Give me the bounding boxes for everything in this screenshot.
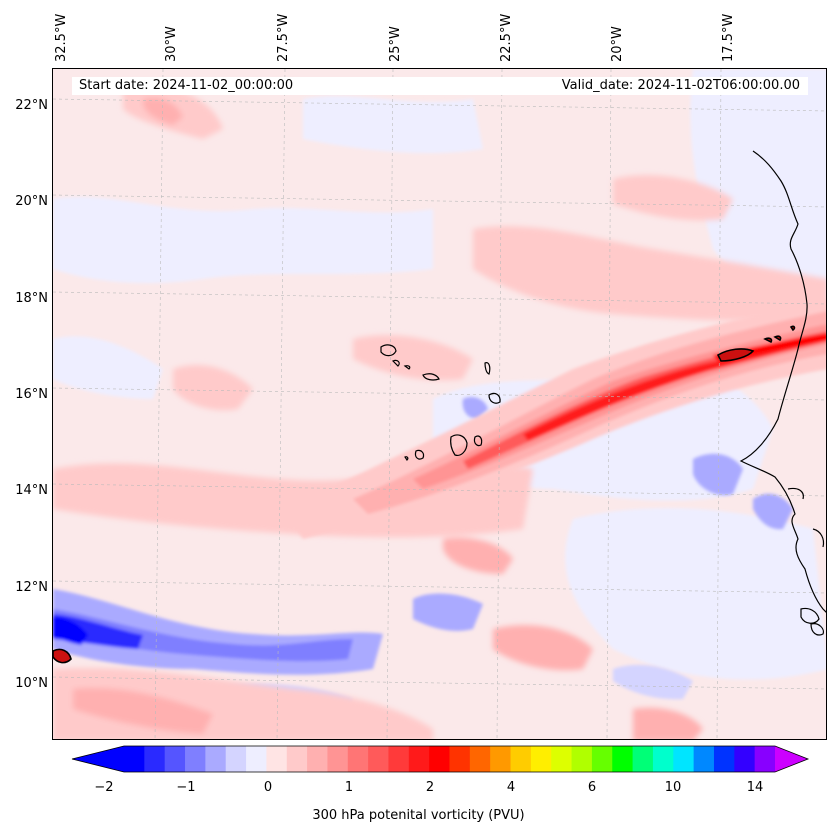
pv-map [53,69,826,739]
colorbar-segment [307,746,328,772]
colorbar-segment [734,746,756,772]
strong-pv-core [53,325,796,664]
colorbar-segment [164,746,186,772]
colorbar-segment [571,746,593,772]
lon-label-20w: 20°W [610,26,625,62]
colorbar-segment [754,746,776,772]
lat-label-16n: 16°N [15,387,48,402]
lat-label-10n: 10°N [15,676,48,691]
colorbar-tick: −2 [94,780,114,795]
colorbar-segment [490,746,512,772]
colorbar-segment [347,746,369,772]
colorbar-segment [408,746,430,772]
colorbar-segment [551,746,573,772]
lat-label-14n: 14°N [15,483,48,498]
colorbar-segment [612,746,634,772]
lon-label-27-5w: 27.5°W [276,13,291,62]
colorbar-segment [510,746,532,772]
colorbar-segment [266,746,288,772]
colorbar-segment [327,746,349,772]
colorbar-segment [469,746,491,772]
colorbar-segment [205,746,227,772]
lat-label-20n: 20°N [15,194,48,209]
colorbar-segment [388,746,410,772]
colorbar-over-arrow [775,746,808,772]
colorbar-tick: 4 [506,780,516,795]
pv-streamer [283,299,826,539]
colorbar-segment [246,746,267,772]
colorbar-segment [429,746,450,772]
lon-label-25w: 25°W [388,26,403,62]
lat-label-22n: 22°N [15,98,48,113]
colorbar-tick: 14 [746,780,764,795]
colorbar-tick: 2 [425,780,435,795]
lon-label-17-5w: 17.5°W [721,13,736,62]
colorbar-under-arrow [72,746,124,772]
colorbar-tick: 6 [587,780,597,795]
colorbar-segment [368,746,389,772]
colorbar-tick: 0 [263,780,273,795]
colorbar-tick: −1 [176,780,196,795]
colorbar-tick: 1 [344,780,354,795]
lon-label-30w: 30°W [164,26,179,62]
coastlines [380,150,826,636]
start-date-label: Start date: 2024-11-02_00:00:00 [79,78,294,93]
gridlines [53,69,826,739]
colorbar-segment [693,746,715,772]
colorbar [71,745,810,773]
colorbar-segment [632,746,654,772]
colorbar-segment [673,746,695,772]
colorbar-outline [71,745,810,773]
colorbar-segment [449,746,471,772]
colorbar-segment [144,746,166,772]
colorbar-segment [225,746,247,772]
colorbar-segment [652,746,674,772]
lon-label-22-5w: 22.5°W [499,13,514,62]
colorbar-segment [124,746,145,772]
lat-label-12n: 12°N [15,580,48,595]
colorbar-segment [185,746,206,772]
date-info-bar [72,77,808,95]
valid-date-label: Valid_date: 2024-11-02T06:00:00.00 [561,78,800,93]
map-panel [52,68,827,740]
lon-label-32-5w: 32.5°W [54,13,69,62]
colorbar-segment [286,746,308,772]
colorbar-label: 300 hPa potenital vorticity (PVU) [312,808,525,823]
lat-label-18n: 18°N [15,291,48,306]
colorbar-segment [591,746,613,772]
colorbar-segment [530,746,552,772]
colorbar-tick: 10 [664,780,682,795]
colorbar-segment [713,746,735,772]
